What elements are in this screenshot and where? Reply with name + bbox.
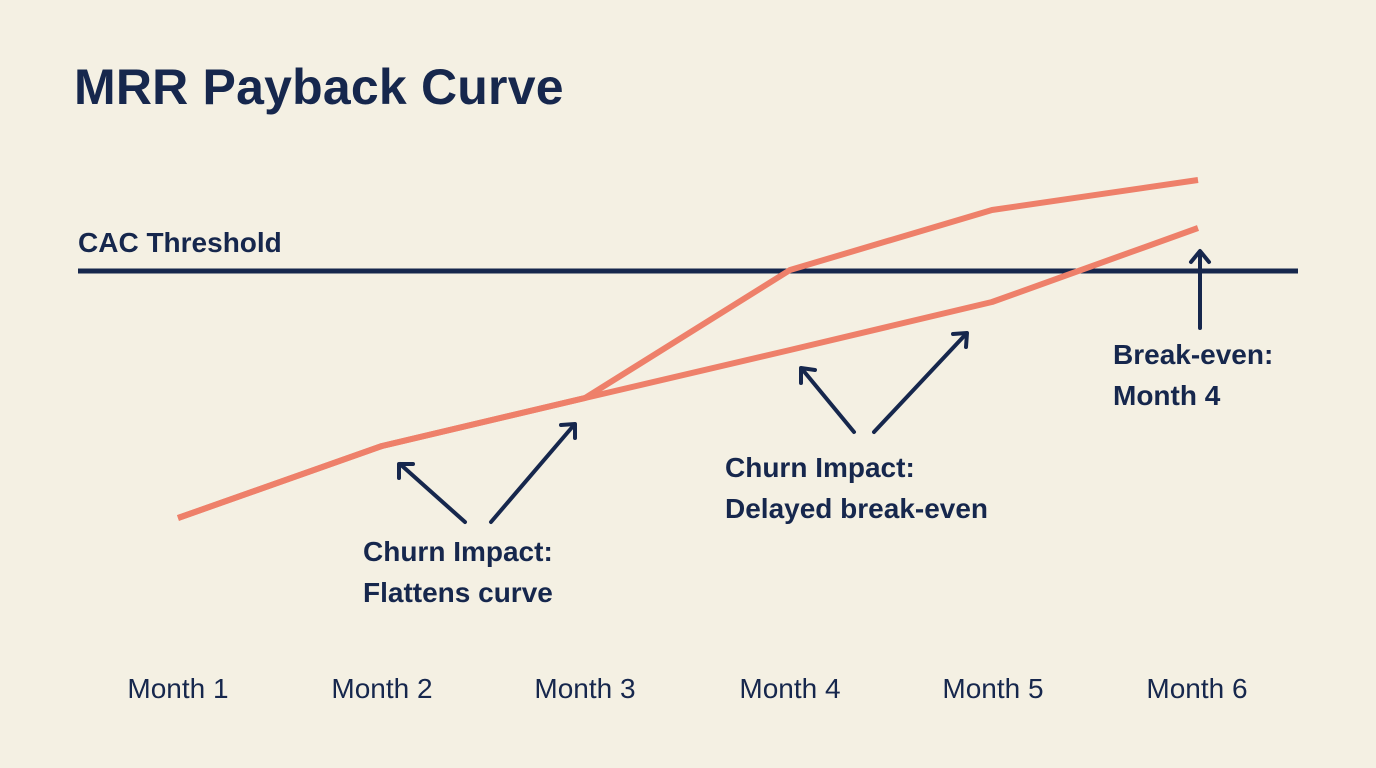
x-tick-month-5: Month 5 — [942, 673, 1044, 704]
flattens-arrows — [397, 422, 577, 524]
x-tick-month-4: Month 4 — [739, 673, 841, 704]
annotation-flattens-curve: Churn Impact: Flattens curve — [363, 531, 553, 613]
arrow-icon — [872, 332, 968, 434]
arrow-icon — [398, 462, 467, 524]
arrowhead-icon — [799, 366, 817, 385]
delayed-arrows — [799, 331, 969, 434]
chart-title: MRR Payback Curve — [74, 59, 564, 115]
annotation-break-even: Break-even: Month 4 — [1113, 334, 1273, 416]
x-tick-month-1: Month 1 — [127, 673, 229, 704]
x-tick-month-3: Month 3 — [534, 673, 636, 704]
arrowhead-icon — [559, 422, 577, 440]
annotation-line-2: Delayed break-even — [725, 493, 989, 524]
arrowhead-icon — [397, 462, 415, 480]
annotation-line-1: Churn Impact: — [363, 536, 553, 567]
annotation-line-1: Churn Impact: — [725, 452, 915, 483]
breakeven-arrow — [1189, 249, 1211, 330]
series-without-churn-line — [177, 177, 1199, 521]
arrowhead-icon — [951, 331, 969, 349]
annotation-line-1: Break-even: — [1113, 339, 1274, 370]
x-tick-month-6: Month 6 — [1146, 673, 1248, 704]
annotation-line-2: Flattens curve — [363, 577, 553, 608]
cac-threshold-label: CAC Threshold — [78, 227, 282, 258]
annotation-delayed-break-even: Churn Impact: Delayed break-even — [725, 447, 988, 529]
arrow-icon — [800, 367, 856, 434]
arrow-icon — [489, 423, 576, 524]
x-tick-month-2: Month 2 — [331, 673, 433, 704]
arrowhead-icon — [1189, 249, 1211, 264]
annotation-line-2: Month 4 — [1113, 380, 1221, 411]
